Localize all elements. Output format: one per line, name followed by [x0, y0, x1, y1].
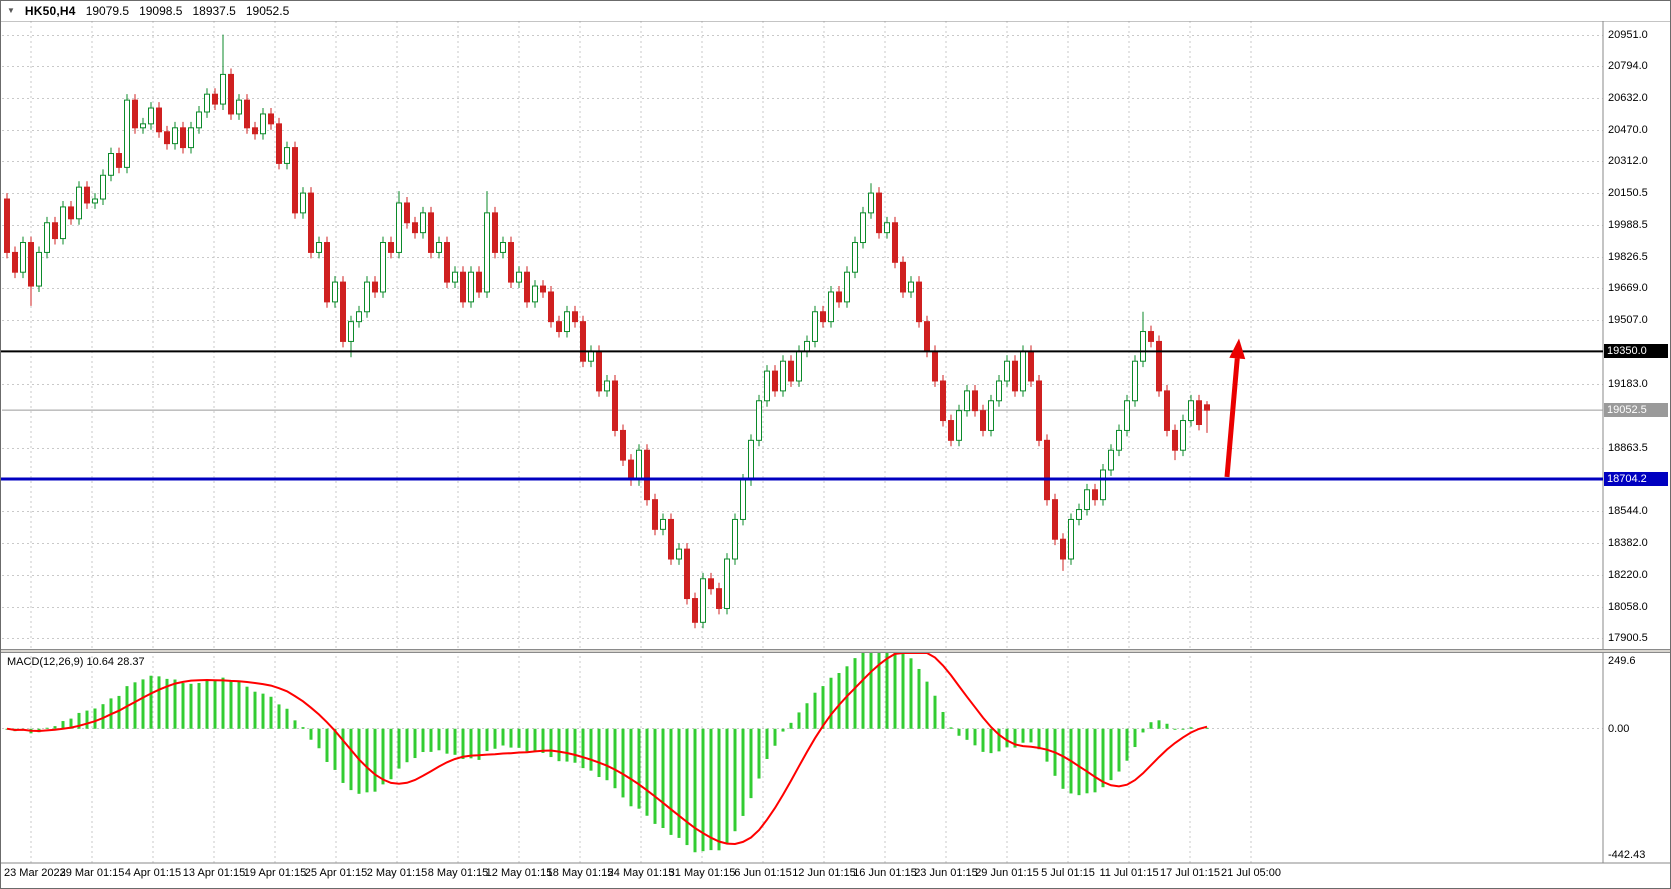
time-tick-label: 13 Apr 01:15: [182, 867, 246, 879]
macd-axis-zero-label: 0.00: [1608, 722, 1630, 735]
macd-current-value: 10.64: [86, 656, 115, 668]
time-tick-label: 12 May 01:15: [485, 867, 553, 879]
time-tick-label: 31 May 01:15: [668, 867, 736, 879]
price-tick-label: 19826.5: [1608, 251, 1648, 264]
price-tick-label: 19988.5: [1608, 219, 1648, 232]
time-tick-label: 5 Jul 01:15: [1041, 867, 1095, 879]
time-tick-label: 29 Mar 01:15: [59, 867, 125, 879]
price-tick-label: 18382.0: [1608, 536, 1648, 549]
price-tick-label: 20794.0: [1608, 59, 1648, 72]
time-tick-label: 24 May 01:15: [607, 867, 675, 879]
macd-histogram: [5, 653, 1209, 853]
time-tick-label: 4 Apr 01:15: [124, 867, 182, 879]
macd-signal-line: [6, 652, 1208, 846]
time-tick-label: 23 Mar 2023: [4, 867, 66, 879]
price-tick-label: 17900.5: [1608, 632, 1648, 645]
support-price-label: 18704.2: [1604, 472, 1668, 487]
symbol-timeframe-label: HK50,H4: [24, 4, 76, 18]
price-tick-label: 18058.0: [1608, 600, 1648, 613]
time-tick-label: 17 Jul 01:15: [1160, 867, 1220, 879]
price-tick-label: 19669.0: [1608, 282, 1648, 295]
close-value: 19052.5: [245, 4, 290, 18]
candlestick-series: [4, 34, 1210, 629]
low-value: 18937.5: [192, 4, 236, 18]
price-tick-label: 20470.0: [1608, 123, 1648, 136]
time-tick-label: 6 Jun 01:15: [734, 867, 792, 879]
time-tick-label: 29 Jun 01:15: [975, 867, 1039, 879]
time-tick-label: 11 Jul 01:15: [1099, 867, 1159, 879]
bid-price-label: 19052.5: [1604, 403, 1668, 418]
macd-axis-min-label: -442.43: [1608, 849, 1646, 861]
open-value: 19079.5: [85, 4, 130, 18]
time-tick-label: 2 May 01:15: [366, 867, 428, 879]
time-tick-label: 23 Jun 01:15: [914, 867, 978, 879]
chart-menu-triangle-icon[interactable]: ▼: [7, 6, 15, 15]
chart-header: ▼ HK50,H4 19079.5 19098.5 18937.5 19052.…: [1, 1, 1670, 21]
price-tick-label: 20632.0: [1608, 91, 1648, 104]
time-tick-label: 25 Apr 01:15: [304, 867, 368, 879]
macd-axis-max-label: 249.6: [1608, 655, 1636, 667]
panel-frames: [1, 20, 1670, 864]
trend-arrow[interactable]: [1224, 338, 1246, 478]
time-tick-label: 16 Jun 01:15: [853, 867, 917, 879]
time-tick-label: 21 Jul 05:00: [1221, 867, 1281, 879]
high-value: 19098.5: [139, 4, 183, 18]
price-tick-label: 19183.0: [1608, 378, 1648, 391]
price-tick-label: 19507.0: [1608, 314, 1648, 327]
panel-separator[interactable]: [1, 649, 1670, 653]
time-tick-label: 18 May 01:15: [546, 867, 614, 879]
grid: [2, 21, 1603, 863]
price-tick-label: 20312.0: [1608, 155, 1648, 168]
price-tick-label: 18220.0: [1608, 568, 1648, 581]
macd-indicator-label: MACD(12,26,9) 10.64 28.37: [7, 656, 145, 668]
price-tick-label: 20951.0: [1608, 28, 1648, 41]
time-tick-label: 8 May 01:15: [427, 867, 489, 879]
price-tick-label: 20150.5: [1608, 186, 1648, 199]
macd-signal-current-value: 28.37: [117, 656, 145, 668]
price-tick-label: 18544.0: [1608, 504, 1648, 517]
time-tick-label: 19 Apr 01:15: [243, 867, 307, 879]
macd-name: MACD(12,26,9): [7, 656, 84, 668]
price-tick-label: 18863.5: [1608, 441, 1648, 454]
resistance-price-label: 19350.0: [1604, 344, 1668, 359]
time-tick-label: 12 Jun 01:15: [792, 867, 856, 879]
